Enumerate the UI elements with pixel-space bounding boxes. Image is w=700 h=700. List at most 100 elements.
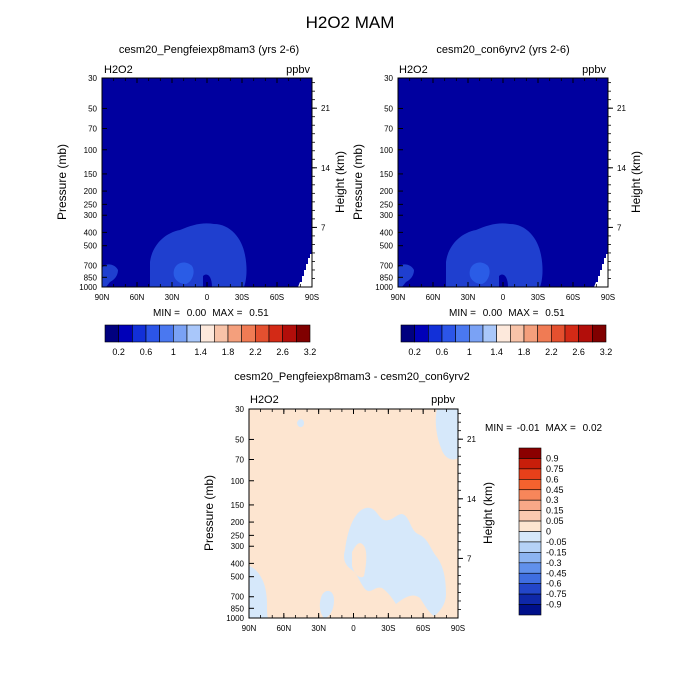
colorbar-label: 2.6	[276, 347, 289, 357]
colorbar-swatch	[400, 324, 415, 343]
panel-experiment-title: cesm20_Pengfeiexp8mam3 (yrs 2-6)	[119, 44, 299, 56]
x-tick-label: 30N	[311, 624, 326, 633]
colorbar-swatch	[518, 541, 542, 553]
colorbar-label: -0.75	[546, 589, 567, 599]
panel-experiment-right-axis-label: Height (km)	[333, 151, 347, 213]
y-tick-label: 700	[84, 262, 98, 271]
panel-difference-negative-spot	[297, 419, 304, 428]
colorbar-label: 2.2	[249, 347, 262, 357]
panel-experiment-colorbar: 0.2 0.6 1 1.4 1.8 2.2 2.6 3.2	[104, 324, 316, 357]
panel-experiment-minor-ticks	[101, 78, 313, 287]
colorbar-swatch	[510, 324, 525, 343]
y-tick-label: 50	[235, 435, 244, 444]
y-tick-label: 500	[84, 242, 98, 251]
figure-title: H2O2 MAM	[306, 13, 395, 32]
panel-difference-min-label: MIN =	[485, 423, 515, 434]
y-tick-label: 850	[380, 273, 394, 282]
panel-difference-right-axis-label: Height (km)	[481, 482, 495, 544]
panel-control-missing-region	[594, 254, 608, 287]
colorbar-label: 1.4	[194, 347, 207, 357]
x-tick-label: 60N	[426, 293, 441, 302]
colorbar-swatch	[523, 324, 538, 343]
panel-experiment-max-label: MAX =	[212, 308, 245, 319]
colorbar-label: 0	[546, 527, 551, 537]
y-tick-label: 300	[380, 211, 394, 220]
y-tick-label: 850	[84, 273, 98, 282]
colorbar-swatch	[518, 520, 542, 532]
panel-experiment: cesm20_Pengfeiexp8mam3 (yrs 2-6) H2O2 pp…	[55, 44, 347, 357]
colorbar-label: 0.9	[546, 453, 559, 463]
colorbar-label: 0.2	[408, 347, 421, 357]
colorbar-swatch	[578, 324, 593, 343]
x-tick-label: 30S	[381, 624, 395, 633]
right-tick-label: 7	[321, 223, 326, 232]
colorbar-label: 1.4	[490, 347, 503, 357]
y-tick-label: 500	[380, 242, 394, 251]
colorbar-swatch	[518, 572, 542, 584]
colorbar-swatch	[104, 324, 119, 343]
panel-difference-minor-ticks	[248, 409, 459, 618]
panel-difference-max-label: MAX =	[546, 423, 579, 434]
y-tick-label: 50	[384, 104, 393, 113]
x-tick-label: 60S	[270, 293, 284, 302]
colorbar-swatch	[268, 324, 283, 343]
panel-experiment-units-label: ppbv	[286, 64, 310, 76]
panel-control-min-label: MIN =	[449, 308, 479, 319]
colorbar-swatch	[255, 324, 270, 343]
panel-experiment-missing-region	[298, 254, 312, 287]
colorbar-label: 0.05	[546, 516, 564, 526]
panel-difference-min-value: -0.01	[517, 423, 540, 434]
x-tick-label: 0	[205, 293, 210, 302]
panel-control-min-value: 0.00	[483, 308, 503, 319]
colorbar-swatch	[159, 324, 174, 343]
panel-control-colorbar: 0.2 0.6 1 1.4 1.8 2.2 2.6 3.2	[400, 324, 612, 357]
panel-control-minor-ticks	[397, 78, 609, 287]
panel-difference-negative-region-tropics	[319, 590, 334, 618]
colorbar-swatch	[496, 324, 511, 343]
y-tick-label: 100	[380, 146, 394, 155]
panel-experiment-max-value: 0.51	[249, 308, 269, 319]
colorbar-swatch	[469, 324, 484, 343]
colorbar-swatch	[518, 604, 542, 616]
panel-difference-y-axis-label: Pressure (mb)	[202, 475, 216, 551]
panel-control-right-axis: 21 14 7	[608, 82, 626, 279]
y-tick-label: 100	[231, 477, 245, 486]
colorbar-swatch	[592, 324, 607, 343]
colorbar-swatch	[518, 447, 542, 459]
y-tick-label: 70	[88, 125, 97, 134]
panel-experiment-min-label: MIN =	[153, 308, 183, 319]
x-tick-label: 60S	[566, 293, 580, 302]
panel-control-right-axis-label: Height (km)	[629, 151, 643, 213]
panel-experiment-min-value: 0.00	[187, 308, 207, 319]
colorbar-label: 0.3	[546, 495, 559, 505]
y-tick-label: 30	[235, 405, 244, 414]
colorbar-swatch	[518, 499, 542, 511]
panel-difference-colorbar: 0.90.750.60.450.30.150.050-0.05-0.15-0.3…	[518, 447, 567, 616]
colorbar-label: 0.75	[546, 464, 564, 474]
colorbar-label: -0.05	[546, 537, 567, 547]
panel-difference-negative-region-north	[249, 566, 268, 618]
panel-control-units-label: ppbv	[582, 64, 606, 76]
x-tick-label: 30S	[235, 293, 249, 302]
panel-experiment-variable-label: H2O2	[104, 64, 133, 76]
panel-control-variable-label: H2O2	[399, 64, 428, 76]
colorbar-swatch	[537, 324, 552, 343]
x-tick-label: 90N	[95, 293, 110, 302]
colorbar-swatch	[455, 324, 470, 343]
colorbar-swatch	[564, 324, 579, 343]
right-tick-label: 7	[467, 554, 472, 563]
y-tick-label: 250	[84, 200, 98, 209]
colorbar-swatch	[282, 324, 297, 343]
colorbar-swatch	[518, 468, 542, 480]
right-tick-label: 14	[467, 495, 476, 504]
right-tick-label: 14	[321, 164, 330, 173]
y-tick-label: 400	[231, 559, 245, 568]
y-tick-label: 1000	[375, 283, 393, 292]
colorbar-swatch	[214, 324, 229, 343]
x-tick-label: 30N	[165, 293, 180, 302]
colorbar-swatch	[145, 324, 160, 343]
panel-control-stats: MIN = 0.00 MAX = 0.51	[449, 308, 565, 319]
